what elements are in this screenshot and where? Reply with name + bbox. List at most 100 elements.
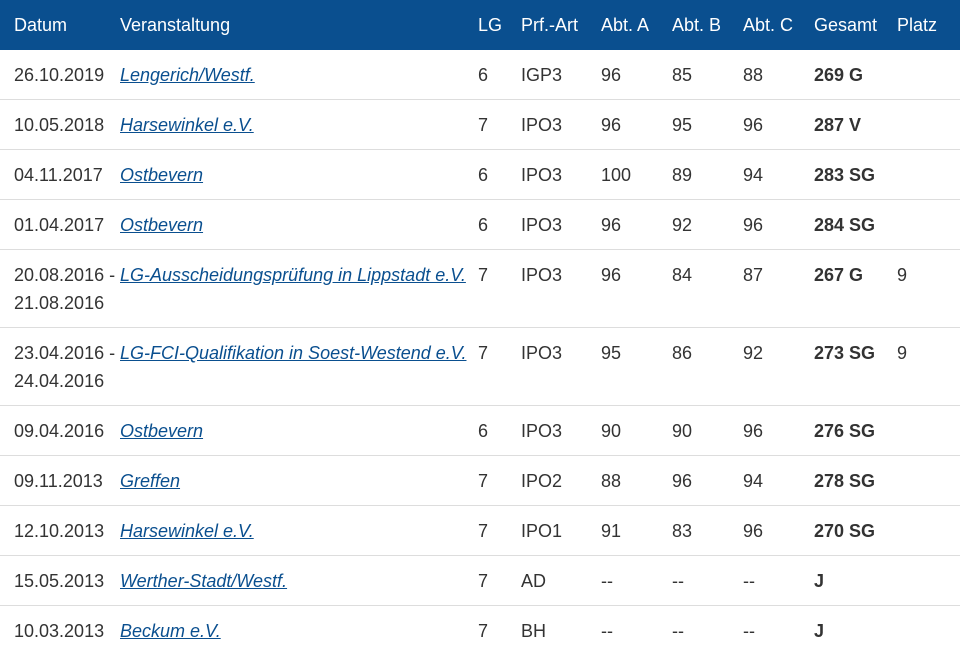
event-link[interactable]: Werther-Stadt/Westf. [120,571,288,591]
table-row: 10.05.2018 Harsewinkel e.V. 7 IPO3 96 95… [0,99,960,150]
table-row: 01.04.2017 Ostbevern 6 IPO3 96 92 96 284… [0,199,960,250]
event-link[interactable]: Harsewinkel e.V. [120,115,254,135]
score-b-cell: 90 [672,405,743,456]
score-a-cell: 90 [601,405,672,456]
score-a-cell: 96 [601,99,672,150]
total-cell: 283 SG [814,149,897,200]
date-cell: 04.11.2017 [0,149,120,200]
score-a-cell: 96 [601,199,672,250]
event-link[interactable]: Greffen [120,471,181,491]
total-cell: 284 SG [814,199,897,250]
score-b-cell: 96 [672,455,743,506]
table-row: 04.11.2017 Ostbevern 6 IPO3 100 89 94 28… [0,149,960,200]
event-link[interactable]: LG-FCI-Qualifikation in Soest-Westend e.… [120,343,467,363]
event-link[interactable]: Ostbevern [120,215,204,235]
type-cell: IPO3 [521,327,601,406]
score-b-cell: 89 [672,149,743,200]
score-b-cell: 95 [672,99,743,150]
type-cell: BH [521,605,601,655]
event-link[interactable]: Ostbevern [120,165,204,185]
column-header-abt-b[interactable]: Abt. B [672,14,722,35]
score-b-cell: 85 [672,65,693,85]
column-header-abt-a[interactable]: Abt. A [601,14,650,35]
event-link[interactable]: Ostbevern [120,421,204,441]
date-cell: 10.05.2018 [0,99,120,150]
date-start: 23.04.2016 - [14,343,116,363]
score-a-cell: -- [601,555,672,606]
type-cell: IGP3 [521,65,563,85]
table-header: Datum Veranstaltung LG Prf.-Art Abt. A A… [0,0,960,50]
total-cell: J [814,605,897,655]
event-link[interactable]: Lengerich/Westf. [120,65,255,85]
place-cell [897,50,960,100]
lg-cell: 6 [478,199,521,250]
score-c-cell: 88 [743,65,764,85]
column-header-datum[interactable]: Datum [14,14,68,35]
score-a-cell: 88 [601,455,672,506]
table-row: 26.10.2019 Lengerich/Westf. 6 IGP3 96 85… [0,50,960,100]
event-link[interactable]: LG-Ausscheidungsprüfung in Lippstadt e.V… [120,265,466,285]
event-cell: LG-Ausscheidungsprüfung in Lippstadt e.V… [120,249,478,328]
score-c-cell: 94 [743,455,814,506]
lg-cell: 6 [478,405,521,456]
lg-cell: 6 [478,149,521,200]
score-b-cell: 84 [672,249,743,328]
total-cell: 276 SG [814,405,897,456]
score-a-cell: 95 [601,327,672,406]
date-start: 26.10.2019 [14,65,105,85]
place-cell [897,149,960,200]
date-cell: 10.03.2013 [0,605,120,655]
type-cell: IPO3 [521,405,601,456]
date-start: 09.11.2013 [14,471,103,491]
type-cell: IPO3 [521,99,601,150]
lg-cell: 7 [478,327,521,406]
score-b-cell: -- [672,605,743,655]
place-cell [897,455,960,506]
event-cell: Werther-Stadt/Westf. [120,555,478,606]
column-header-abt-c[interactable]: Abt. C [743,14,794,35]
date-cell: 09.04.2016 [0,405,120,456]
event-cell: LG-FCI-Qualifikation in Soest-Westend e.… [120,327,478,406]
score-b-cell: 92 [672,199,743,250]
column-header-veranstaltung[interactable]: Veranstaltung [120,14,231,35]
total-cell: 270 SG [814,505,897,556]
score-a-cell: 96 [601,249,672,328]
event-link[interactable]: Harsewinkel e.V. [120,521,254,541]
score-c-cell: 96 [743,199,814,250]
event-cell: Ostbevern [120,199,478,250]
event-cell: Ostbevern [120,405,478,456]
type-cell: IPO3 [521,199,601,250]
date-start: 12.10.2013 [14,521,105,541]
type-cell: AD [521,555,601,606]
event-link[interactable]: Beckum e.V. [120,621,221,641]
place-cell [897,505,960,556]
table-row: 09.11.2013 Greffen 7 IPO2 88 96 94 278 S… [0,455,960,506]
column-header-gesamt[interactable]: Gesamt [814,14,878,35]
score-a-cell: 100 [601,149,672,200]
date-cell: 23.04.2016 - 24.04.2016 [0,327,120,406]
score-c-cell: 94 [743,149,814,200]
date-start: 15.05.2013 [14,571,105,591]
table-row: 15.05.2013 Werther-Stadt/Westf. 7 AD -- … [0,555,960,606]
lg-cell: 7 [478,605,521,655]
date-cell: 12.10.2013 [0,505,120,556]
place-cell [897,605,960,655]
column-header-platz[interactable]: Platz [897,14,938,35]
total-cell: 267 G [814,249,897,328]
date-start: 10.05.2018 [14,115,105,135]
event-cell: Harsewinkel e.V. [120,99,478,150]
total-cell: 273 SG [814,327,897,406]
score-b-cell: 86 [672,327,743,406]
column-header-prf-art[interactable]: Prf.-Art [521,14,578,35]
event-cell: Beckum e.V. [120,605,478,655]
total-cell: J [814,555,897,606]
column-header-lg[interactable]: LG [478,14,503,35]
place-cell: 9 [897,327,960,406]
place-cell [897,199,960,250]
event-cell: Lengerich/Westf. [120,50,478,100]
score-b-cell: 83 [672,505,743,556]
date-start: 01.04.2017 [14,215,105,235]
type-cell: IPO1 [521,505,601,556]
score-c-cell: 96 [743,505,814,556]
